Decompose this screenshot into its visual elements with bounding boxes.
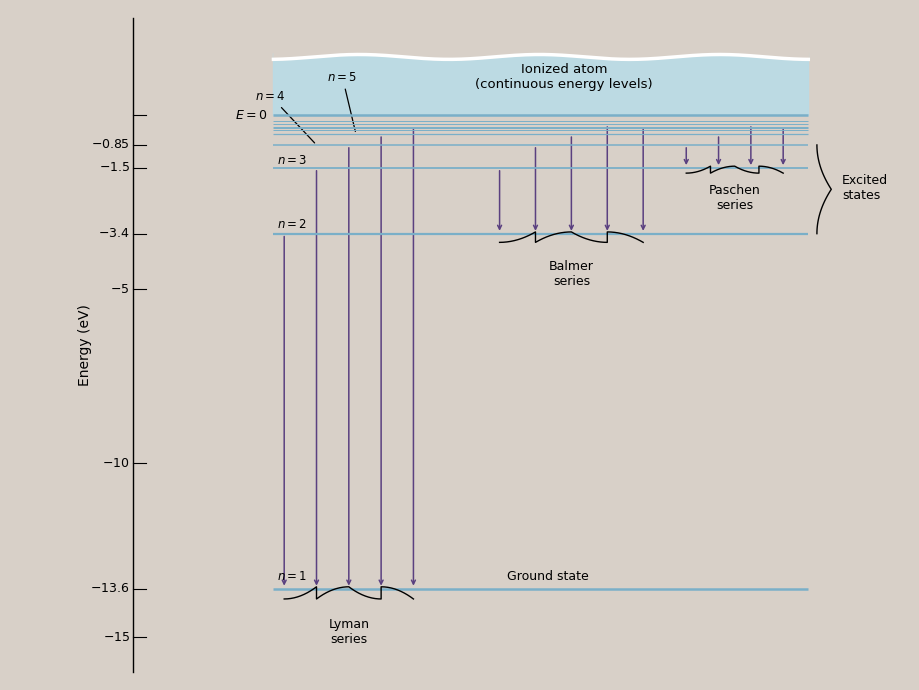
Text: Lyman
series: Lyman series — [328, 618, 369, 646]
Text: $n=3$: $n=3$ — [277, 153, 307, 166]
Text: $-3.4$: $-3.4$ — [98, 227, 130, 240]
Text: Balmer
series: Balmer series — [549, 259, 593, 288]
Y-axis label: Energy (eV): Energy (eV) — [78, 304, 92, 386]
Text: $n=2$: $n=2$ — [277, 218, 307, 231]
Text: $-0.85$: $-0.85$ — [91, 139, 130, 151]
Text: Ionized atom
(continuous energy levels): Ionized atom (continuous energy levels) — [475, 63, 652, 91]
Text: $-5$: $-5$ — [110, 283, 130, 296]
Text: $-10$: $-10$ — [102, 457, 130, 470]
Text: $-13.6$: $-13.6$ — [90, 582, 130, 595]
Text: $-1.5$: $-1.5$ — [98, 161, 130, 175]
Text: $n=4$: $n=4$ — [255, 90, 314, 143]
Text: $n=5$: $n=5$ — [327, 70, 357, 132]
Text: Paschen
series: Paschen series — [708, 184, 760, 212]
Text: $n=1$: $n=1$ — [277, 571, 307, 583]
Text: $E=0$: $E=0$ — [235, 109, 267, 122]
Text: $-15$: $-15$ — [102, 631, 130, 644]
Text: Excited
states: Excited states — [841, 175, 887, 202]
Text: Ground state: Ground state — [506, 571, 588, 583]
Bar — [273, 52, 808, 115]
